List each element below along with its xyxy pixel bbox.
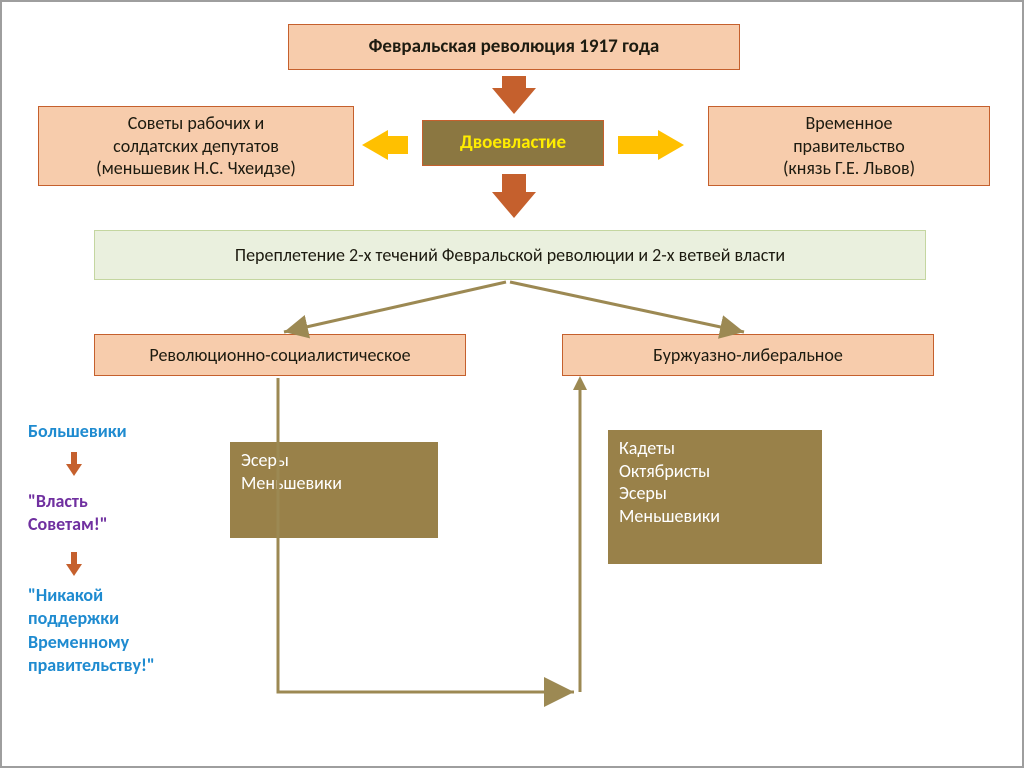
connector-svg bbox=[2, 2, 1024, 770]
